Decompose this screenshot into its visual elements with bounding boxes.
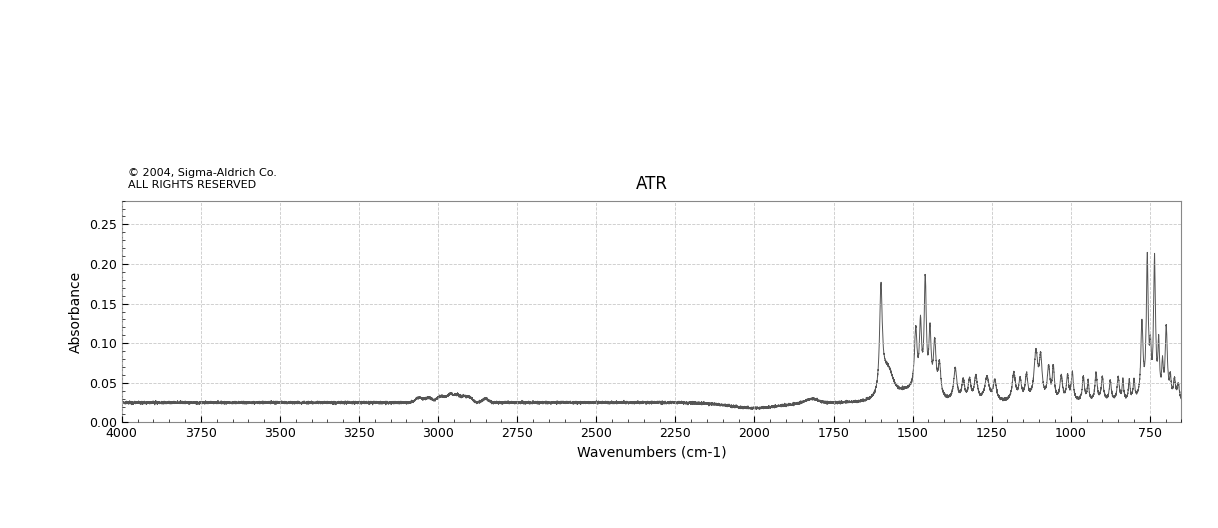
X-axis label: Wavenumbers (cm-1): Wavenumbers (cm-1) xyxy=(577,446,726,460)
Text: © 2004, Sigma-Aldrich Co.
ALL RIGHTS RESERVED: © 2004, Sigma-Aldrich Co. ALL RIGHTS RES… xyxy=(128,168,276,190)
Y-axis label: Absorbance: Absorbance xyxy=(69,270,83,353)
Text: ATR: ATR xyxy=(636,175,667,193)
